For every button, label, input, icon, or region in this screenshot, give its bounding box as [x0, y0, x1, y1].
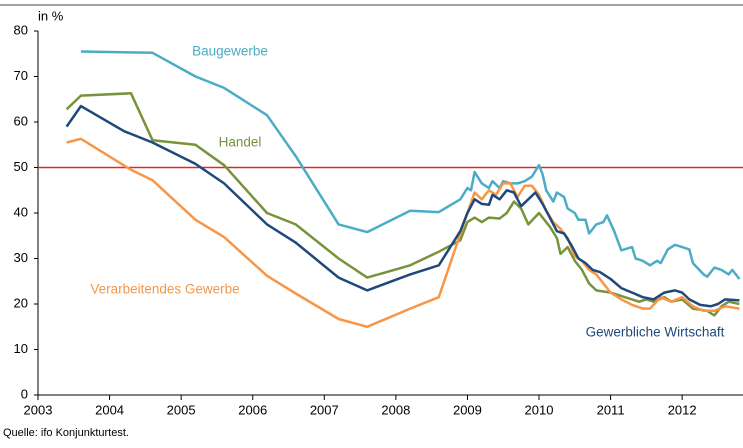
y-tick-label: 60 [14, 113, 28, 128]
y-tick-label: 40 [14, 204, 28, 219]
x-tick-label: 2005 [167, 402, 196, 417]
y-tick-label: 10 [14, 341, 28, 356]
y-axis-label: in % [38, 8, 64, 23]
x-tick-label: 2003 [24, 402, 53, 417]
y-tick-label: 70 [14, 68, 28, 83]
y-tick-label: 30 [14, 250, 28, 265]
series-line [80, 50, 741, 280]
y-tick-label: 20 [14, 295, 28, 310]
series-label: Verarbeitendes Gewerbe [90, 282, 239, 297]
series-label: Baugewerbe [192, 44, 268, 59]
source-note: Quelle: ifo Konjunkturtest. [3, 427, 129, 439]
series-label: Gewerbliche Wirtschaft [586, 325, 725, 340]
x-tick-label: 2004 [95, 402, 124, 417]
x-tick-label: 2010 [525, 402, 554, 417]
x-tick-label: 2007 [310, 402, 339, 417]
x-tick-label: 2011 [597, 402, 625, 417]
x-tick-label: 2012 [668, 402, 697, 417]
series-line [65, 104, 740, 308]
y-tick-label: 80 [14, 22, 28, 37]
x-tick-label: 2009 [453, 402, 482, 417]
series-line [66, 137, 740, 329]
x-tick-label: 2008 [381, 402, 410, 417]
y-tick-label: 0 [21, 386, 28, 401]
x-tick-label: 2006 [238, 402, 267, 417]
y-tick-label: 50 [14, 159, 28, 174]
series-label: Handel [219, 135, 262, 150]
